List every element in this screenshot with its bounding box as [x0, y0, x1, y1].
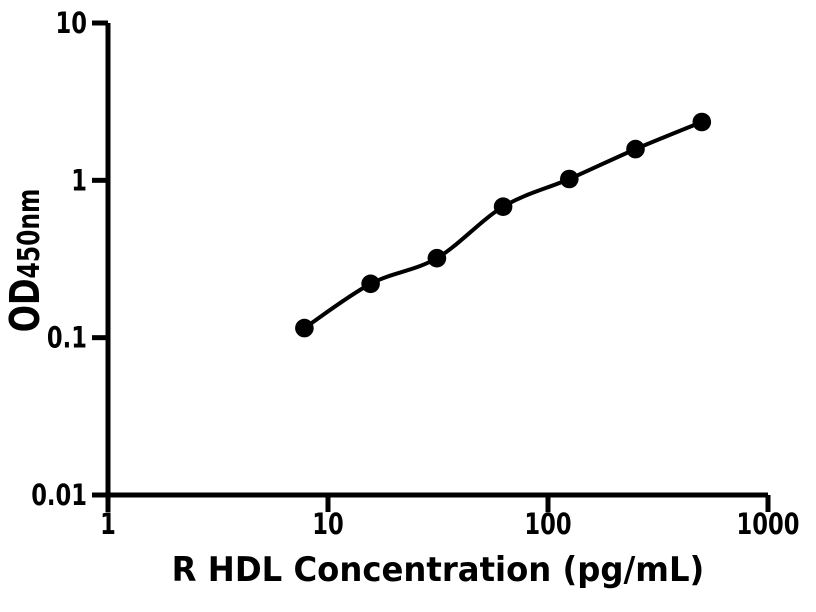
data-point — [427, 248, 447, 268]
x-tick-label: 1000 — [737, 508, 800, 541]
data-point — [692, 112, 712, 132]
x-tick-label: 100 — [524, 508, 571, 541]
data-point — [626, 139, 645, 159]
data-point — [361, 274, 380, 294]
data-point — [295, 318, 314, 338]
data-point — [560, 169, 579, 189]
y-axis-title: OD450nm — [1, 188, 51, 333]
y-tick-label: 0.01 — [31, 479, 87, 512]
y-tick-label: 10 — [56, 7, 87, 40]
y-axis-title-sub: 450nm — [12, 188, 47, 279]
y-tick-label: 1 — [71, 165, 87, 198]
x-tick-label: 10 — [312, 508, 343, 541]
x-tick-label: 1 — [100, 508, 116, 541]
y-axis-title-main: OD — [1, 278, 49, 333]
x-axis-title: R HDL Concentration (pg/mL) — [171, 550, 705, 590]
y-tick-label: 0.1 — [47, 322, 87, 355]
data-point — [493, 197, 513, 216]
